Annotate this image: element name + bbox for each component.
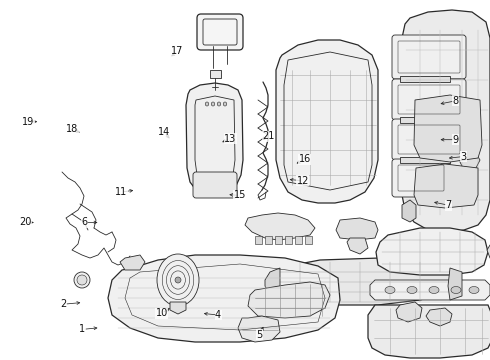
Polygon shape <box>460 152 480 170</box>
Polygon shape <box>414 164 478 208</box>
Polygon shape <box>186 83 243 197</box>
Polygon shape <box>275 236 282 244</box>
Polygon shape <box>400 76 450 82</box>
Text: 16: 16 <box>298 154 311 164</box>
Text: 14: 14 <box>158 127 171 138</box>
Polygon shape <box>170 302 186 314</box>
FancyBboxPatch shape <box>193 172 237 198</box>
Polygon shape <box>336 218 378 240</box>
Polygon shape <box>426 308 452 326</box>
Ellipse shape <box>429 287 439 293</box>
Polygon shape <box>270 258 455 305</box>
Polygon shape <box>368 305 490 358</box>
Polygon shape <box>370 280 490 300</box>
Text: 21: 21 <box>262 131 275 141</box>
Text: 2: 2 <box>61 299 67 309</box>
Ellipse shape <box>77 275 87 285</box>
Polygon shape <box>120 255 145 270</box>
Ellipse shape <box>74 272 90 288</box>
Polygon shape <box>255 236 262 244</box>
Text: 6: 6 <box>81 217 87 228</box>
Text: 1: 1 <box>79 324 85 334</box>
FancyBboxPatch shape <box>392 159 450 197</box>
Ellipse shape <box>385 287 395 293</box>
Polygon shape <box>295 236 302 244</box>
Text: 19: 19 <box>23 117 35 127</box>
FancyBboxPatch shape <box>392 119 466 160</box>
Ellipse shape <box>157 254 199 306</box>
Polygon shape <box>210 70 221 78</box>
Ellipse shape <box>217 102 221 106</box>
Ellipse shape <box>469 287 479 293</box>
Polygon shape <box>276 40 378 203</box>
Ellipse shape <box>211 102 215 106</box>
Polygon shape <box>400 157 450 163</box>
Polygon shape <box>402 10 490 233</box>
Text: 9: 9 <box>453 135 459 145</box>
Polygon shape <box>448 268 462 300</box>
Text: 7: 7 <box>445 200 451 210</box>
Text: 17: 17 <box>171 46 184 56</box>
Polygon shape <box>265 268 280 300</box>
Polygon shape <box>248 282 330 318</box>
Text: 12: 12 <box>296 176 309 186</box>
Ellipse shape <box>175 277 181 283</box>
Text: 20: 20 <box>19 217 32 228</box>
Ellipse shape <box>223 102 227 106</box>
Polygon shape <box>376 228 488 275</box>
FancyBboxPatch shape <box>392 79 466 120</box>
Ellipse shape <box>451 287 461 293</box>
Ellipse shape <box>407 287 417 293</box>
Text: 3: 3 <box>460 152 466 162</box>
Polygon shape <box>400 117 450 123</box>
Text: 4: 4 <box>215 310 221 320</box>
Text: 15: 15 <box>234 190 246 201</box>
Text: 8: 8 <box>453 96 459 106</box>
Polygon shape <box>402 200 416 222</box>
Polygon shape <box>396 302 422 322</box>
Text: 13: 13 <box>224 134 237 144</box>
Polygon shape <box>245 213 315 240</box>
Polygon shape <box>108 255 340 342</box>
Text: 10: 10 <box>156 308 168 318</box>
Text: 11: 11 <box>116 187 128 197</box>
Polygon shape <box>265 236 272 244</box>
Text: 18: 18 <box>67 124 79 134</box>
Text: 5: 5 <box>257 330 263 340</box>
Polygon shape <box>487 238 490 262</box>
FancyBboxPatch shape <box>197 14 243 50</box>
Polygon shape <box>347 238 368 254</box>
Ellipse shape <box>205 102 209 106</box>
Polygon shape <box>285 236 292 244</box>
Polygon shape <box>238 316 280 342</box>
FancyBboxPatch shape <box>392 35 466 79</box>
Polygon shape <box>414 95 482 162</box>
Polygon shape <box>305 236 312 244</box>
